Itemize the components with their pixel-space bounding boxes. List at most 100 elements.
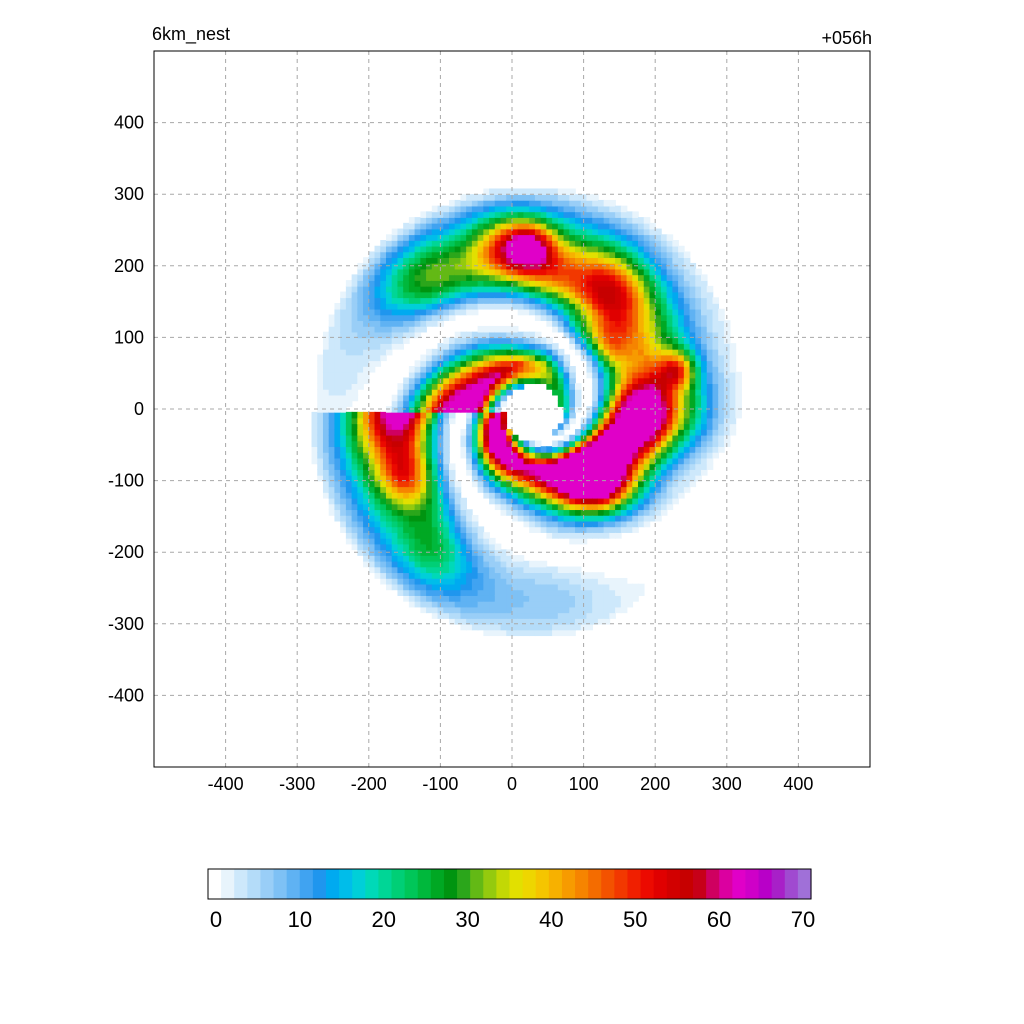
field-cell [620, 503, 628, 511]
field-cell [431, 434, 439, 442]
field-cell [529, 234, 536, 241]
field-cell [609, 314, 616, 322]
field-cell [391, 451, 399, 459]
field-cell [454, 549, 462, 556]
field-cell [380, 503, 387, 511]
field-cell [557, 297, 565, 304]
field-cell [489, 217, 496, 224]
field-cell [460, 595, 467, 602]
field-cell [385, 583, 393, 591]
field-cell [351, 360, 359, 367]
field-cell [414, 217, 422, 224]
field-cell [638, 400, 645, 407]
field-cell [477, 222, 485, 230]
field-cell [340, 314, 347, 322]
field-cell [517, 234, 525, 241]
field-cell [557, 629, 565, 637]
field-cell [689, 429, 697, 436]
field-cell [380, 469, 387, 476]
field-cell [317, 451, 324, 459]
field-cell [540, 228, 548, 236]
field-cell [723, 383, 731, 390]
field-cell [466, 572, 473, 579]
field-cell [620, 371, 628, 379]
field-cell [540, 348, 548, 356]
field-cell [609, 331, 616, 339]
field-cell [649, 497, 656, 505]
field-cell [403, 555, 410, 562]
field-cell [517, 480, 525, 488]
field-cell [586, 257, 593, 264]
field-cell [580, 526, 588, 533]
field-cell [443, 383, 450, 390]
field-cell [638, 497, 645, 505]
field-cell [678, 388, 685, 396]
field-cell [615, 497, 622, 505]
field-cell [414, 383, 422, 390]
field-cell [391, 411, 399, 419]
field-cell [357, 537, 364, 545]
field-cell [649, 474, 656, 482]
field-cell [391, 514, 399, 522]
field-cell [363, 555, 370, 562]
field-cell [557, 303, 565, 310]
field-cell [689, 331, 697, 339]
field-cell [512, 234, 519, 241]
field-cell [569, 280, 576, 287]
field-cell [380, 560, 387, 568]
field-cell [368, 526, 376, 533]
field-cell [615, 400, 622, 407]
field-cell [357, 320, 364, 327]
field-cell [471, 572, 479, 579]
field-cell [523, 366, 530, 373]
field-cell [426, 268, 433, 276]
field-cell [443, 583, 450, 591]
field-cell [678, 285, 685, 293]
field-cell [494, 583, 502, 591]
field-cell [678, 337, 685, 344]
field-cell [706, 331, 714, 339]
field-cell [466, 360, 473, 367]
field-cell [426, 303, 433, 310]
field-cell [477, 612, 485, 619]
field-cell [483, 537, 490, 545]
field-cell [403, 325, 410, 333]
field-cell [340, 411, 347, 419]
field-cell [391, 577, 399, 585]
field-cell [706, 343, 714, 350]
field-cell [489, 383, 496, 390]
field-cell [397, 251, 404, 259]
field-cell [454, 268, 462, 276]
field-cell [454, 503, 462, 511]
field-cell [334, 406, 341, 413]
field-cell [706, 325, 714, 333]
field-cell [552, 629, 559, 637]
field-cell [672, 280, 679, 287]
field-cell [689, 360, 697, 367]
field-cell [454, 251, 462, 259]
field-cell [517, 337, 525, 344]
field-cell [655, 463, 662, 470]
field-cell [363, 480, 370, 488]
field-cell [420, 509, 427, 516]
field-cell [317, 383, 324, 390]
field-cell [557, 194, 565, 201]
field-cell [443, 503, 450, 511]
field-cell [546, 469, 553, 476]
field-cell [517, 457, 525, 465]
field-cell [471, 612, 479, 619]
field-cell [385, 509, 393, 516]
field-cell [689, 440, 697, 448]
field-cell [368, 514, 376, 522]
field-cell [523, 194, 530, 201]
field-cell [431, 463, 439, 470]
field-cell [609, 434, 616, 442]
field-cell [437, 451, 445, 459]
field-cell [403, 549, 410, 556]
field-cell [483, 194, 490, 201]
field-cell [340, 371, 347, 379]
colorbar-cell [719, 869, 733, 899]
field-cell [557, 211, 565, 218]
field-cell [334, 417, 341, 425]
